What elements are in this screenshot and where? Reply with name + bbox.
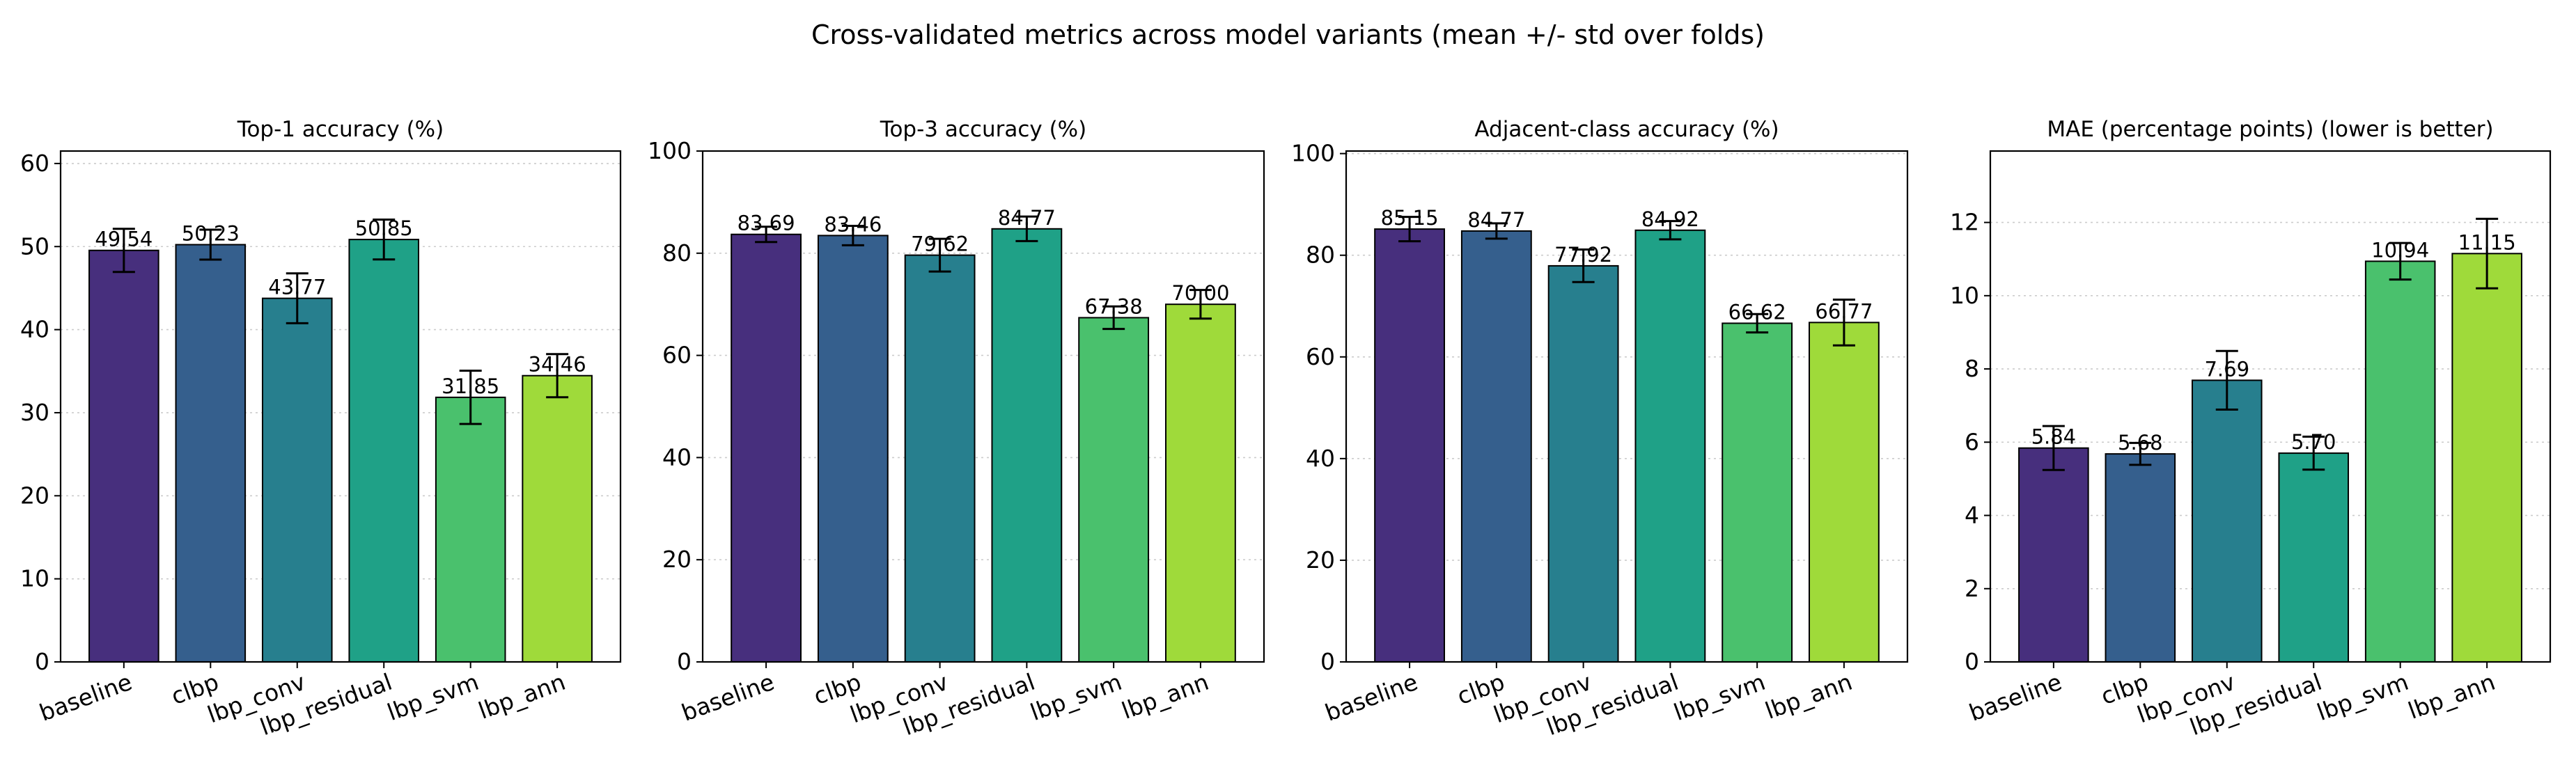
bar-lbp_residual: [348, 239, 420, 663]
value-label: 66.77: [1815, 299, 1873, 323]
value-label: 84.77: [1467, 208, 1525, 232]
value-label: 67.38: [1085, 294, 1143, 318]
bar-lbp_ann: [1809, 322, 1880, 663]
bar-lbp_conv: [2191, 379, 2263, 663]
y-tick-label: 20: [20, 482, 49, 509]
bar-lbp_ann: [522, 374, 593, 663]
value-label: 79.62: [911, 232, 969, 256]
bar-lbp_ann: [1165, 303, 1236, 663]
y-tick-label: 100: [1291, 140, 1335, 167]
value-label: 43.77: [268, 276, 326, 299]
subplot-title: Top-1 accuracy (%): [237, 117, 444, 142]
x-tick-label: lbp_ann: [475, 668, 569, 725]
x-tick-label: lbp_svm: [384, 668, 483, 726]
bar-lbp_conv: [1547, 264, 1619, 663]
value-label: 84.77: [998, 206, 1056, 230]
y-tick-label: 10: [1950, 282, 1979, 309]
bar-clbp: [175, 244, 247, 663]
y-tick-label: 0: [1965, 648, 1979, 675]
x-tick-label: lbp_svm: [1027, 668, 1125, 726]
subplot-title: MAE (percentage points) (lower is better…: [2047, 117, 2493, 142]
bar-baseline: [1374, 228, 1445, 663]
x-tick-label: lbp_svm: [1670, 668, 1769, 726]
value-label: 10.94: [2371, 238, 2429, 262]
x-tick-label: lbp_svm: [2313, 668, 2412, 726]
y-tick-label: 80: [662, 239, 692, 267]
bar-lbp_svm: [1722, 322, 1793, 663]
y-tick-label: 40: [1306, 445, 1335, 472]
x-tick-label: lbp_ann: [2405, 668, 2499, 725]
bar-clbp: [817, 235, 889, 663]
x-tick-label: baseline: [1965, 668, 2065, 727]
bar-lbp_svm: [435, 396, 506, 663]
y-tick-label: 50: [20, 232, 49, 260]
axes-frame: [701, 150, 1265, 663]
axes-frame: [1345, 150, 1909, 663]
y-tick-label: 40: [20, 316, 49, 343]
value-label: 84.92: [1641, 207, 1699, 231]
y-tick-label: 40: [662, 443, 692, 471]
value-label: 5.70: [2291, 430, 2336, 454]
value-label: 85.15: [1381, 206, 1439, 230]
axes-frame: [59, 150, 622, 663]
bar-baseline: [88, 249, 159, 663]
y-tick-label: 4: [1965, 502, 1979, 529]
y-tick-label: 8: [1965, 355, 1979, 382]
bar-baseline: [731, 233, 802, 663]
value-label: 34.46: [529, 353, 586, 377]
x-tick-label: baseline: [1322, 668, 1421, 727]
y-tick-label: 12: [1950, 209, 1979, 236]
axes-frame: [1989, 150, 2552, 663]
bar-lbp_residual: [1634, 229, 1706, 663]
value-label: 5.68: [2118, 431, 2163, 454]
bar-lbp_residual: [2278, 452, 2350, 663]
value-label: 50.85: [355, 216, 413, 240]
x-tick-label: lbp_ann: [1762, 668, 1856, 725]
value-label: 31.85: [442, 374, 499, 398]
y-tick-label: 30: [20, 399, 49, 426]
bar-clbp: [1460, 230, 1532, 663]
y-tick-label: 2: [1965, 575, 1979, 602]
y-tick-label: 6: [1965, 428, 1979, 455]
value-label: 7.69: [2204, 357, 2249, 381]
y-tick-label: 20: [662, 546, 692, 573]
y-tick-label: 0: [1320, 648, 1335, 675]
value-label: 50.23: [182, 222, 240, 246]
y-tick-label: 60: [1306, 343, 1335, 370]
value-label: 77.92: [1554, 243, 1612, 267]
y-tick-label: 10: [20, 565, 49, 592]
value-label: 83.69: [737, 212, 795, 235]
value-label: 11.15: [2458, 230, 2516, 254]
y-tick-label: 60: [20, 150, 49, 177]
bar-lbp_residual: [991, 228, 1063, 663]
figure-title: Cross-validated metrics across model var…: [811, 19, 1765, 50]
value-label: 66.62: [1728, 300, 1786, 324]
bar-baseline: [2018, 447, 2089, 663]
subplot-title: Adjacent-class accuracy (%): [1474, 117, 1779, 142]
bar-lbp_svm: [1078, 317, 1150, 663]
y-tick-label: 0: [35, 648, 49, 675]
subplot-title: Top-3 accuracy (%): [880, 117, 1086, 142]
bar-lbp_conv: [261, 297, 333, 663]
y-tick-label: 80: [1306, 242, 1335, 269]
x-tick-label: lbp_ann: [1118, 668, 1212, 725]
bar-lbp_ann: [2451, 253, 2522, 663]
value-label: 83.46: [824, 212, 882, 236]
y-tick-label: 100: [648, 137, 692, 164]
x-tick-label: baseline: [678, 668, 778, 727]
bar-clbp: [2105, 453, 2176, 663]
y-tick-label: 20: [1306, 546, 1335, 574]
value-label: 5.84: [2031, 425, 2077, 449]
y-tick-label: 60: [662, 342, 692, 369]
bar-lbp_conv: [904, 254, 976, 663]
bar-lbp_svm: [2364, 260, 2436, 663]
value-label: 49.54: [95, 228, 153, 251]
value-label: 70.00: [1171, 281, 1229, 305]
y-tick-label: 0: [677, 648, 692, 675]
x-tick-label: baseline: [36, 668, 135, 727]
